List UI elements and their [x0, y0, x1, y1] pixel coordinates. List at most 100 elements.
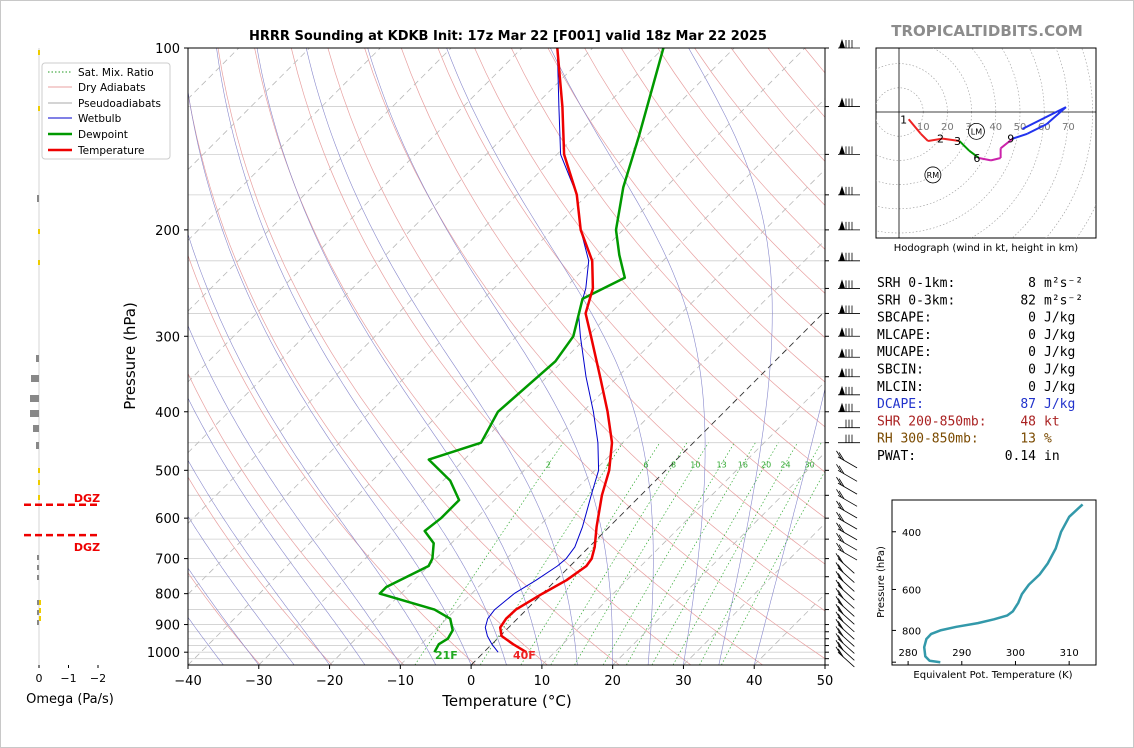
storm-motion-marker: [924, 166, 942, 184]
isotherm-line: [329, 168, 825, 665]
wind-barb-feather: [836, 511, 842, 521]
mixing-ratio-label: 6: [644, 460, 649, 469]
wind-barb: [838, 434, 860, 444]
isotherm-line: [188, 48, 735, 595]
theta-e-xlabel: Equivalent Pot. Temperature (K): [913, 670, 1072, 681]
dry-adiabat-line: [474, 48, 825, 473]
index-unit: J/kg: [1044, 328, 1075, 343]
wind-barb: [838, 327, 860, 337]
moist-adiabat-line: [550, 48, 706, 665]
theta-e-x-tick-label: 280: [899, 648, 918, 659]
mixing-ratio-label: 13: [717, 460, 727, 469]
wind-barb-feather: [835, 646, 842, 656]
wind-barb-feather: [838, 524, 845, 533]
index-unit: J/kg: [1044, 397, 1075, 412]
mixing-ratio-line: [602, 442, 735, 665]
omega-bar-small: [38, 106, 40, 111]
index-value: 0: [1028, 328, 1036, 343]
y-tick-label: 200: [155, 224, 180, 239]
wind-barb: [835, 611, 855, 633]
wind-barb: [835, 640, 855, 661]
hodograph-frame: [875, 47, 1097, 239]
x-tick-label: −10: [387, 674, 414, 689]
wind-barb-feather: [835, 562, 842, 571]
omega-bar-small: [38, 480, 40, 485]
isotherm-line: [612, 452, 825, 665]
dewpoint-series-line: [378, 48, 665, 653]
theta-e-y-tick-label: 400: [902, 528, 921, 539]
index-value: 13: [1020, 432, 1036, 447]
wind-barb-feather: [835, 626, 842, 635]
moist-adiabat-line: [688, 48, 773, 665]
wind-barb-flag: [839, 145, 845, 155]
wind-barb: [838, 402, 860, 413]
x-tick-label: 50: [817, 674, 834, 689]
dry-adiabat-line: [188, 372, 405, 665]
mixing-ratio-line: [672, 442, 798, 665]
wind-barb-feather: [837, 628, 844, 637]
legend-item-wetbulb: Wetbulb: [78, 113, 122, 125]
x-tick-label: 20: [604, 674, 621, 689]
storm-motion-label: LM: [971, 127, 982, 136]
wind-barb: [838, 279, 860, 289]
wind-barb: [835, 571, 855, 592]
dry-adiabat-line: [290, 48, 763, 665]
chart-title: HRRR Sounding at KDKB Init: 17z Mar 22 […: [249, 29, 767, 44]
wind-barb-flag: [839, 348, 845, 358]
wind-barb: [835, 619, 855, 640]
index-label: MLCIN:: [877, 380, 924, 395]
moist-adiabat-line: [305, 48, 578, 665]
wind-barb: [836, 489, 858, 507]
theta-e-panel: 280 290 300 310 400 600 800: [891, 499, 1097, 666]
mixing-ratio-label: 24: [780, 460, 790, 469]
legend-item-mixing-ratio: Sat. Mix. Ratio: [78, 67, 154, 79]
dry-adiabat-line: [327, 48, 825, 660]
wind-barb-feather: [836, 542, 842, 552]
index-value: 0: [1028, 363, 1036, 378]
mixing-ratio-line: [520, 442, 661, 665]
index-label: SBCAPE:: [877, 311, 932, 326]
dry-adiabat-line: [400, 48, 825, 565]
hodograph-ring-label: 40: [989, 122, 1002, 133]
dry-adiabat-line: [1098, 48, 1134, 665]
theta-e-x-tick-label: 310: [1060, 648, 1079, 659]
dry-adiabat-line: [364, 48, 825, 612]
wind-barb: [835, 562, 855, 583]
dry-adiabat-line: [188, 572, 261, 665]
legend-item-pseudoadiabats: Pseudoadiabats: [78, 98, 161, 110]
wind-barb-feather: [837, 621, 844, 630]
theta-e-frame: [891, 499, 1097, 666]
wind-barb: [836, 522, 858, 541]
index-label: SHR 200-850mb:: [877, 414, 987, 429]
wind-barb-feather: [835, 588, 842, 597]
mixing-ratio-label: 30: [804, 460, 814, 469]
hodograph-height-label: 6: [973, 152, 980, 165]
hodograph-height-label: 1: [900, 113, 907, 126]
wind-barb-flag: [839, 304, 845, 314]
wind-barb-feather: [838, 502, 845, 511]
wind-barb-feather: [838, 465, 845, 475]
wind-barb-feather: [837, 555, 844, 564]
hodograph-ring-label: 10: [917, 122, 930, 133]
hodograph-ring-label: 50: [1014, 122, 1027, 133]
theta-e-ylabel: Pressure (hPa): [876, 546, 887, 618]
wind-barb-feather: [835, 604, 842, 613]
mixing-ratio-label: 36: [824, 460, 834, 469]
hodograph-ring-label: 60: [1038, 122, 1051, 133]
x-tick-label: 10: [534, 674, 551, 689]
moist-adiabat-line: [188, 397, 366, 665]
omega-bar: [30, 410, 39, 417]
dry-adiabat-line: [510, 48, 825, 428]
dry-adiabat-line: [188, 476, 333, 665]
omega-tick-label: −1: [60, 672, 76, 685]
index-unit: J/kg: [1044, 380, 1075, 395]
wind-barb: [838, 367, 860, 378]
moist-adiabat-line: [446, 48, 654, 665]
index-label: MLCAPE:: [877, 328, 932, 343]
hodograph-segment: [942, 137, 960, 143]
isotherm-line: [541, 381, 825, 665]
mixing-ratio-label: 16: [738, 460, 748, 469]
wind-barb-flag: [839, 97, 845, 107]
y-axis-label: Pressure (hPa): [121, 302, 139, 410]
index-label: SRH 0-3km:: [877, 293, 955, 308]
